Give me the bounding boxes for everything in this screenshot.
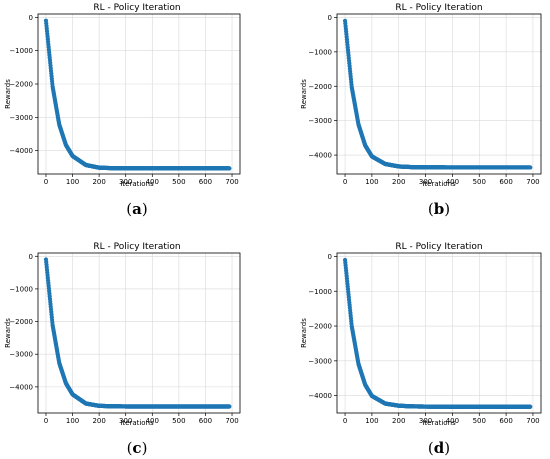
series-markers	[43, 18, 232, 171]
x-tick-label: 400	[446, 417, 459, 425]
chart-panel-d: 0 100 200 300 400 500 600 700 0 −1000 −2000 −3000 −4…	[300, 242, 542, 457]
y-tick-label: −4000	[9, 147, 33, 155]
y-tick-label: 0	[328, 253, 332, 261]
y-tick-label: −1000	[308, 288, 332, 296]
series-markers	[342, 18, 533, 170]
x-tick-label: 100	[66, 178, 79, 186]
y-tick-label: −3000	[9, 114, 33, 122]
x-tick-label: 500	[473, 417, 486, 425]
y-tick-label: −3000	[9, 351, 33, 359]
y-axis-label: Rewards	[300, 318, 308, 348]
x-tick-label: 200	[392, 417, 405, 425]
chart-panel-a: 0 100 200 300 400 500 600 700 0 −1000 −2000 −3000 −4…	[4, 3, 241, 218]
x-axis-label: Iterations	[120, 419, 154, 427]
x-axis-label: Iterations	[422, 180, 456, 188]
y-tick-label: 0	[29, 253, 33, 261]
y-tick-label: −2000	[308, 83, 332, 91]
x-tick-label: 500	[172, 178, 185, 186]
x-axis-label: Iterations	[120, 180, 154, 188]
x-tick-label: 700	[225, 178, 238, 186]
y-tick-label: −2000	[9, 81, 33, 89]
chart-title: RL - Policy Iteration	[395, 3, 482, 13]
x-tick-label: 0	[44, 417, 48, 425]
x-tick-label: 400	[446, 178, 459, 186]
x-tick-label: 700	[526, 178, 539, 186]
x-tick-label: 100	[66, 417, 79, 425]
y-tick-label: −3000	[308, 357, 332, 365]
panel-caption: (a)	[126, 200, 147, 218]
chart-panel-c: 0 100 200 300 400 500 600 700 0 −1000 −2000 −3000 −4…	[4, 242, 241, 457]
x-axis-label: Iterations	[422, 419, 456, 427]
y-tick-label: 0	[328, 14, 332, 22]
x-tick-label: 600	[499, 178, 512, 186]
y-tick-label: −1000	[9, 47, 33, 55]
panel-letter: c	[132, 439, 141, 457]
y-tick-label: −2000	[9, 318, 33, 326]
y-tick-label: 0	[29, 14, 33, 22]
x-tick-label: 200	[392, 178, 405, 186]
y-axis-label: Rewards	[4, 79, 12, 109]
x-tick-label: 400	[146, 417, 159, 425]
data-point	[227, 404, 232, 409]
y-axis-label: Rewards	[4, 318, 12, 348]
axes-frame	[37, 252, 241, 414]
x-tick-label: 600	[199, 178, 212, 186]
x-tick-label: 0	[44, 178, 48, 186]
series-markers	[342, 257, 533, 409]
data-point	[528, 165, 533, 170]
x-tick-label: 500	[172, 417, 185, 425]
panel-caption: (d)	[428, 439, 450, 457]
chart-title: RL - Policy Iteration	[93, 242, 180, 252]
x-tick-label: 500	[473, 178, 486, 186]
y-tick-label: −4000	[308, 152, 332, 160]
panel-letter: d	[434, 439, 445, 457]
chart-panel-b: 0 100 200 300 400 500 600 700 0 −1000 −2000 −3000 −4…	[300, 3, 542, 218]
x-tick-label: 700	[526, 417, 539, 425]
x-tick-label: 100	[365, 417, 378, 425]
chart-title: RL - Policy Iteration	[93, 3, 180, 13]
x-tick-label: 600	[499, 417, 512, 425]
x-tick-label: 700	[225, 417, 238, 425]
x-tick-label: 200	[92, 417, 105, 425]
x-tick-label: 300	[119, 178, 132, 186]
x-tick-label: 100	[365, 178, 378, 186]
x-tick-label: 0	[343, 417, 347, 425]
panel-caption: (b)	[428, 200, 450, 218]
y-tick-label: −3000	[308, 117, 332, 125]
data-point	[528, 404, 533, 409]
x-tick-label: 200	[92, 178, 105, 186]
panel-letter: a	[132, 200, 142, 218]
axes-frame	[37, 13, 241, 175]
x-tick-label: 0	[343, 178, 347, 186]
y-tick-label: −1000	[308, 48, 332, 56]
panel-letter: b	[434, 200, 445, 218]
x-tick-label: 300	[419, 178, 432, 186]
y-axis-label: Rewards	[300, 79, 308, 109]
y-tick-label: −1000	[9, 285, 33, 293]
x-tick-label: 400	[146, 178, 159, 186]
chart-title: RL - Policy Iteration	[395, 242, 482, 252]
series-markers	[43, 257, 232, 409]
x-tick-label: 600	[199, 417, 212, 425]
panel-caption: (c)	[127, 439, 148, 457]
y-tick-label: −4000	[308, 392, 332, 400]
data-point	[227, 166, 232, 171]
y-tick-label: −4000	[9, 383, 33, 391]
axes-frame	[336, 252, 542, 414]
y-tick-label: −2000	[308, 323, 332, 331]
x-tick-label: 300	[419, 417, 432, 425]
x-tick-label: 300	[119, 417, 132, 425]
axes-frame	[336, 13, 542, 175]
